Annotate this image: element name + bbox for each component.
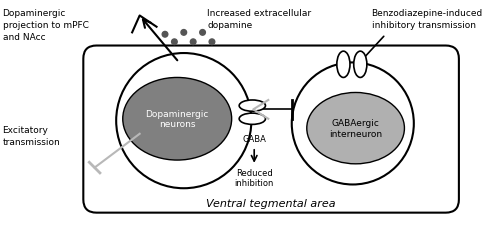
Ellipse shape [209,40,215,45]
Ellipse shape [116,54,252,188]
Text: Dopaminergic
projection to mPFC
and NAcc: Dopaminergic projection to mPFC and NAcc [2,9,88,41]
Text: Benzodiazepine-induced
inhibitory transmission: Benzodiazepine-induced inhibitory transm… [372,9,483,30]
Ellipse shape [337,52,350,78]
Text: Ventral tegmental area: Ventral tegmental area [206,198,336,208]
Ellipse shape [307,93,404,164]
Ellipse shape [172,40,177,45]
Ellipse shape [200,30,205,36]
Ellipse shape [123,78,232,160]
Ellipse shape [239,114,266,125]
Text: GABAergic
interneuron: GABAergic interneuron [329,119,382,138]
Text: Reduced
inhibition: Reduced inhibition [234,168,274,187]
Ellipse shape [190,40,196,45]
Ellipse shape [292,63,414,185]
FancyBboxPatch shape [84,46,459,213]
Text: Dopaminergic
neurons: Dopaminergic neurons [146,109,209,129]
Ellipse shape [239,100,266,112]
Ellipse shape [354,52,367,78]
Text: GABA: GABA [242,134,266,143]
Text: Increased extracellular
dopamine: Increased extracellular dopamine [208,9,312,30]
Text: Excitatory
transmission: Excitatory transmission [2,126,60,146]
Ellipse shape [181,30,186,36]
Ellipse shape [162,32,168,38]
